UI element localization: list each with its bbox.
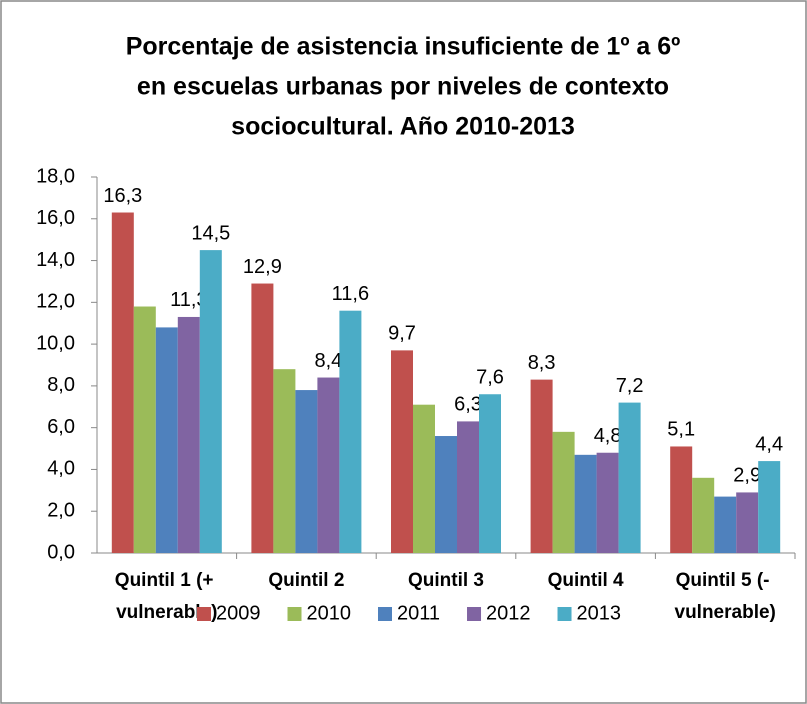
legend-swatch bbox=[467, 607, 482, 621]
bar bbox=[317, 377, 340, 553]
bar bbox=[295, 390, 318, 553]
bar bbox=[692, 477, 715, 553]
value-label: 12,9 bbox=[243, 256, 282, 278]
value-label: 6,3 bbox=[454, 394, 482, 416]
value-label: 4,4 bbox=[755, 433, 783, 455]
bar bbox=[111, 212, 134, 553]
x-tick-label-line: vulnerable) bbox=[116, 602, 217, 623]
value-label: 7,2 bbox=[616, 375, 644, 397]
x-tick-label-line: Quintil 5 (- bbox=[676, 570, 775, 591]
bar bbox=[596, 452, 619, 553]
value-label: 16,3 bbox=[103, 185, 142, 207]
bar bbox=[251, 283, 274, 553]
y-tick-label: 4,0 bbox=[47, 458, 75, 480]
y-tick-label: 12,0 bbox=[36, 291, 75, 313]
bar bbox=[391, 350, 413, 553]
chart-title: en escuelas urbanas por niveles de conte… bbox=[137, 73, 669, 101]
bar bbox=[435, 436, 457, 553]
value-label: 5,1 bbox=[667, 419, 695, 441]
bar bbox=[339, 310, 362, 553]
y-tick-label: 2,0 bbox=[47, 500, 75, 522]
y-tick-label: 14,0 bbox=[36, 249, 75, 271]
x-tick-label: Quintil 5 (- vulnerable) bbox=[675, 570, 776, 623]
y-tick-label: 10,0 bbox=[36, 332, 75, 354]
value-label: 4,8 bbox=[594, 425, 622, 447]
legend-swatch bbox=[378, 607, 392, 621]
legend-label: 2009 bbox=[216, 602, 261, 624]
legend-label: 2013 bbox=[577, 602, 622, 624]
x-tick-label-line: Quintil 1 (+ bbox=[115, 570, 219, 591]
value-label: 11,3 bbox=[170, 289, 207, 311]
value-label: 7,6 bbox=[476, 367, 504, 389]
value-label: 8,3 bbox=[528, 352, 556, 374]
bar bbox=[574, 454, 597, 553]
value-label: 8,4 bbox=[314, 350, 342, 372]
bar bbox=[413, 404, 435, 553]
chart-title: sociocultural. Año 2010-2013 bbox=[231, 113, 575, 141]
bar bbox=[670, 446, 693, 553]
value-label: 2,9 bbox=[733, 465, 761, 487]
y-tick-label: 6,0 bbox=[47, 416, 75, 438]
bar bbox=[479, 394, 501, 553]
bar bbox=[758, 461, 781, 553]
value-label: 14,5 bbox=[191, 222, 230, 244]
bar bbox=[530, 379, 553, 553]
x-tick-label: Quintil 2 bbox=[268, 570, 344, 591]
bar bbox=[736, 492, 759, 553]
x-tick-label: Quintil 1 (+ vulnerable) bbox=[115, 570, 219, 623]
chart-title: Porcentaje de asistencia insuficiente de… bbox=[126, 33, 681, 61]
y-tick-label: 16,0 bbox=[36, 207, 75, 229]
bar bbox=[177, 316, 200, 553]
x-tick-label: Quintil 4 bbox=[548, 570, 624, 591]
legend-swatch bbox=[287, 607, 302, 621]
value-label: 9,7 bbox=[388, 323, 416, 345]
legend-label: 2011 bbox=[397, 602, 440, 624]
bar bbox=[552, 431, 575, 553]
bar bbox=[273, 369, 296, 553]
bar bbox=[457, 421, 479, 553]
x-tick-label: Quintil 3 bbox=[408, 570, 484, 591]
legend-label: 2010 bbox=[307, 602, 352, 624]
y-tick-label: 18,0 bbox=[36, 165, 75, 187]
bar bbox=[714, 496, 737, 553]
bar bbox=[155, 327, 178, 553]
legend-swatch bbox=[557, 607, 572, 621]
y-tick-label: 0,0 bbox=[47, 541, 75, 563]
legend-label: 2012 bbox=[486, 602, 531, 624]
bar bbox=[199, 250, 222, 553]
y-tick-label: 8,0 bbox=[47, 374, 75, 396]
bar bbox=[133, 306, 156, 553]
value-label: 11,6 bbox=[332, 283, 369, 305]
legend-swatch bbox=[197, 607, 211, 621]
x-tick-label-line: vulnerable) bbox=[675, 602, 776, 623]
bar bbox=[618, 402, 641, 553]
